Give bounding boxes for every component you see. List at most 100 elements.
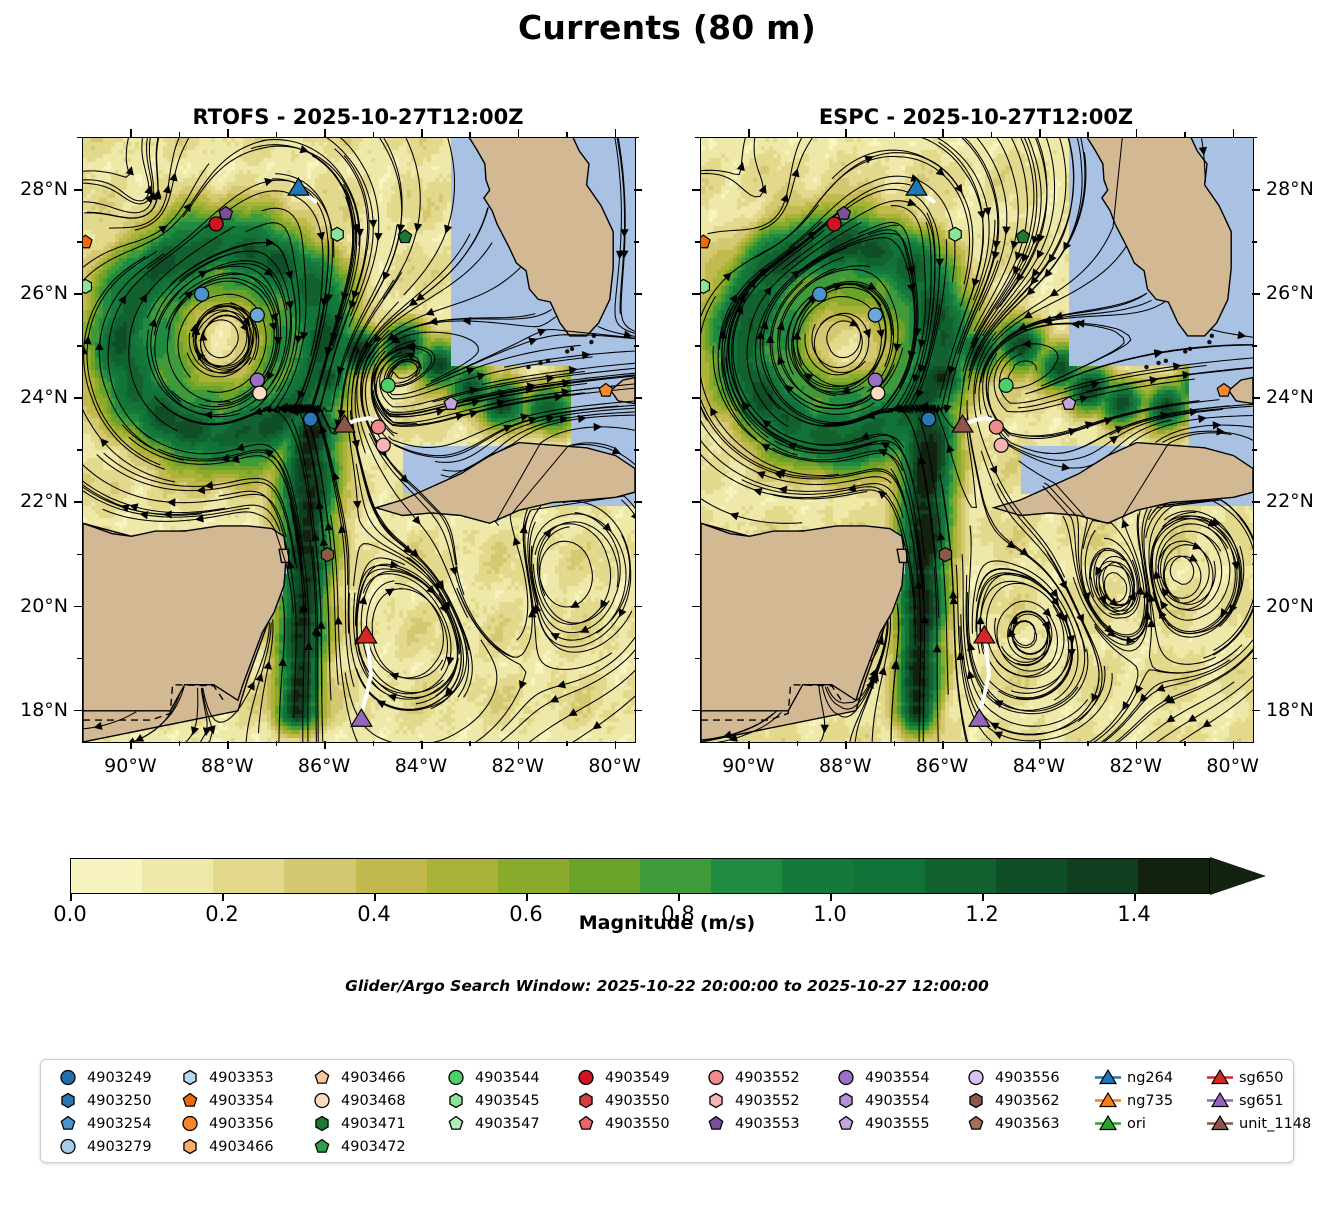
legend-marker-circle-icon <box>60 1138 76 1155</box>
map-marker-4903471[interactable] <box>1015 229 1031 244</box>
lon-tick-label: 84°W <box>994 755 1084 777</box>
lat-tick <box>692 293 700 295</box>
map-marker-4903545[interactable] <box>83 278 93 295</box>
legend-entry-sg651[interactable]: sg651 <box>1207 1089 1311 1112</box>
map-marker-4903250[interactable] <box>302 411 319 427</box>
lat-minor-tick <box>634 137 639 139</box>
legend-marker-circle-icon <box>60 1069 76 1086</box>
map-marker-4903553[interactable] <box>836 205 852 220</box>
lon-tick-label: 88°W <box>800 755 890 777</box>
legend-marker <box>1095 1112 1121 1135</box>
legend-entry-4903550[interactable]: 4903550 <box>573 1112 670 1135</box>
legend-marker <box>309 1066 335 1089</box>
colorbar-band <box>284 859 356 893</box>
legend-entry-ng264[interactable]: ng264 <box>1095 1066 1173 1089</box>
lon-tick <box>130 129 132 137</box>
map-marker-4903552[interactable] <box>370 419 386 435</box>
map-marker-4903250[interactable] <box>249 307 265 323</box>
map-panel-rtofs[interactable] <box>82 137 636 743</box>
lon-minor-tick <box>1087 741 1089 746</box>
legend-entry-4903466[interactable]: 4903466 <box>309 1066 406 1089</box>
map-marker-sg650[interactable] <box>972 624 996 644</box>
map-marker-4903549[interactable] <box>826 216 842 232</box>
legend-entry-4903466[interactable]: 4903466 <box>177 1135 274 1158</box>
map-marker-sg651[interactable] <box>967 707 991 727</box>
legend-entry-4903545[interactable]: 4903545 <box>443 1089 540 1112</box>
legend-entry-4903562[interactable]: 4903562 <box>963 1089 1060 1112</box>
legend-entry-4903552[interactable]: 4903552 <box>703 1089 800 1112</box>
map-marker-sg651[interactable] <box>349 707 373 727</box>
map-marker-4903279[interactable] <box>812 286 828 302</box>
colorbar-tick <box>830 894 832 901</box>
map-marker-4903250[interactable] <box>920 411 937 427</box>
lon-tick <box>1232 129 1235 137</box>
map-marker-4903354[interactable] <box>701 234 711 249</box>
map-marker-4903547[interactable] <box>948 226 962 242</box>
lon-tick <box>845 129 847 137</box>
map-marker-4903547[interactable] <box>330 226 344 242</box>
legend-entry-ng735[interactable]: ng735 <box>1095 1089 1173 1112</box>
legend-entry-unit_1148[interactable]: unit_1148 <box>1207 1112 1311 1135</box>
legend-entry-sg650[interactable]: sg650 <box>1207 1066 1311 1089</box>
map-marker-4903354[interactable] <box>83 234 93 249</box>
map-marker-ng264[interactable] <box>287 176 310 196</box>
legend-entry-4903550[interactable]: 4903550 <box>573 1089 670 1112</box>
legend-entry-4903254[interactable]: 4903254 <box>55 1112 152 1135</box>
map-marker-4903552[interactable] <box>993 437 1009 453</box>
legend-entry-4903554[interactable]: 4903554 <box>833 1089 930 1112</box>
legend-entry-4903472[interactable]: 4903472 <box>309 1135 406 1158</box>
legend-entry-4903553[interactable]: 4903553 <box>703 1112 800 1135</box>
map-marker-4903562[interactable] <box>320 546 335 563</box>
lat-minor-tick <box>634 241 639 243</box>
legend-entry-4903250[interactable]: 4903250 <box>55 1089 152 1112</box>
legend-entry-4903544[interactable]: 4903544 <box>443 1066 540 1089</box>
legend-entry-4903549[interactable]: 4903549 <box>573 1066 670 1089</box>
legend-entry-4903552[interactable]: 4903552 <box>703 1066 800 1089</box>
map-marker-4903554[interactable] <box>249 372 265 388</box>
map-marker-4903552[interactable] <box>988 419 1004 435</box>
map-marker-4903552[interactable] <box>375 437 391 453</box>
map-marker-4903555[interactable] <box>443 395 459 410</box>
legend-entry-4903468[interactable]: 4903468 <box>309 1089 406 1112</box>
map-marker-4903549[interactable] <box>208 216 224 232</box>
map-marker-4903466[interactable] <box>1216 382 1232 397</box>
legend-entry-4903547[interactable]: 4903547 <box>443 1112 540 1135</box>
map-marker-4903250[interactable] <box>867 307 883 323</box>
legend-entry-4903554[interactable]: 4903554 <box>833 1066 930 1089</box>
map-panel-espc[interactable] <box>700 137 1254 743</box>
legend-entry-4903279[interactable]: 4903279 <box>55 1135 152 1158</box>
map-marker-4903545[interactable] <box>701 278 711 295</box>
map-marker-4903468[interactable] <box>870 385 886 401</box>
map-marker-ng264[interactable] <box>905 176 928 196</box>
legend-entry-4903354[interactable]: 4903354 <box>177 1089 274 1112</box>
map-marker-4903544[interactable] <box>380 377 396 393</box>
map-marker-4903544[interactable] <box>998 377 1014 393</box>
map-marker-4903553[interactable] <box>218 205 234 220</box>
legend-marker <box>177 1135 203 1158</box>
legend-entry-4903555[interactable]: 4903555 <box>833 1112 930 1135</box>
land-polygons <box>83 138 635 712</box>
legend-entry-4903556[interactable]: 4903556 <box>963 1066 1060 1089</box>
legend-entry-4903353[interactable]: 4903353 <box>177 1066 274 1089</box>
map-marker-4903562[interactable] <box>938 546 953 563</box>
map-marker-4903554[interactable] <box>867 372 883 388</box>
colorbar-band <box>355 859 427 893</box>
map-marker-4903555[interactable] <box>1061 395 1077 410</box>
map-marker-4903466[interactable] <box>598 382 614 397</box>
lon-minor-tick <box>469 741 471 746</box>
legend-entry-4903471[interactable]: 4903471 <box>309 1112 406 1135</box>
map-marker-4903468[interactable] <box>252 385 268 401</box>
map-marker-unit_1148[interactable] <box>951 413 974 433</box>
legend-marker-pentagon-icon <box>314 1069 330 1084</box>
map-marker-4903279[interactable] <box>194 286 210 302</box>
map-marker-unit_1148[interactable] <box>333 413 356 433</box>
legend-entry-4903249[interactable]: 4903249 <box>55 1066 152 1089</box>
legend-entry-4903563[interactable]: 4903563 <box>963 1112 1060 1135</box>
map-marker-sg650[interactable] <box>354 624 378 644</box>
lat-tick-label: 28°N <box>1266 178 1334 200</box>
legend-entry-4903356[interactable]: 4903356 <box>177 1112 274 1135</box>
legend-marker <box>309 1089 335 1112</box>
legend-column: 4903554 4903554 4903555 <box>833 1066 930 1135</box>
legend-entry-ori[interactable]: ori <box>1095 1112 1173 1135</box>
map-marker-4903471[interactable] <box>397 229 413 244</box>
